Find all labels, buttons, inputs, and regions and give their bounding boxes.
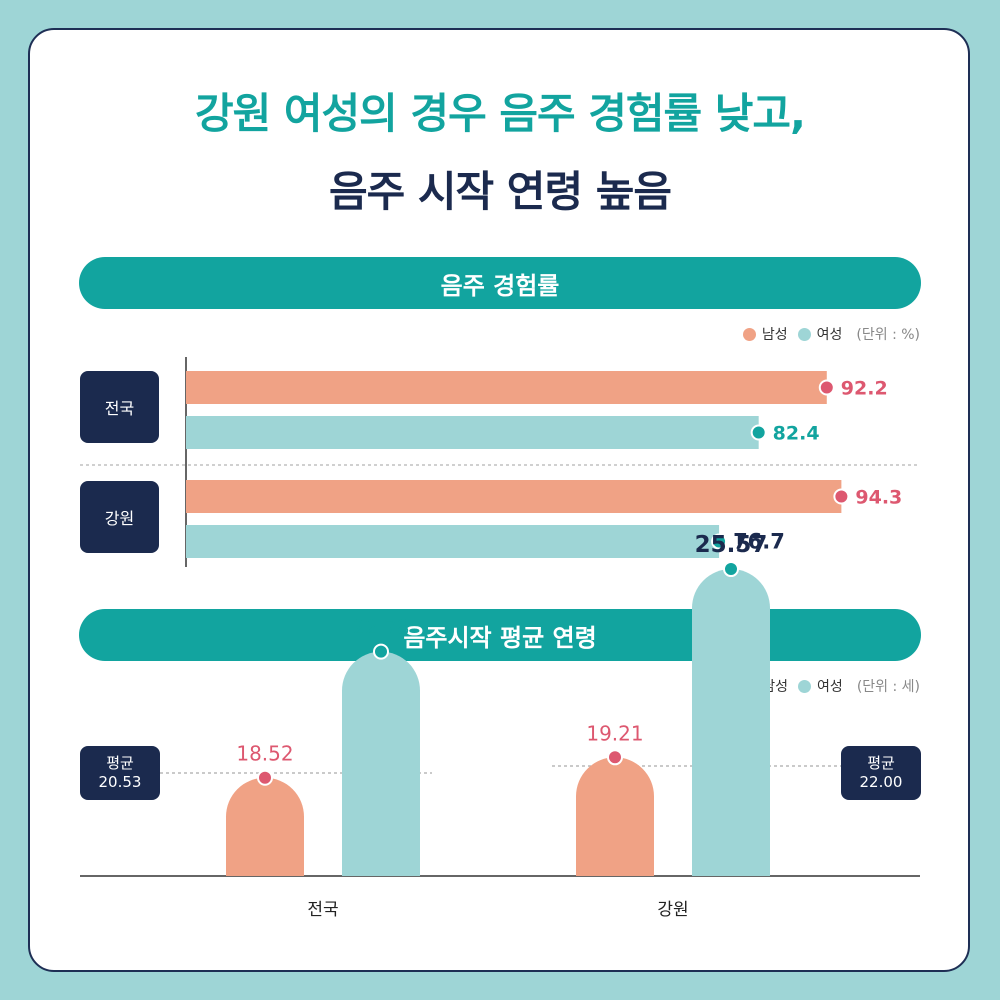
headline-line-1: 강원 여성의 경우 음주 경험률 낮고, xyxy=(194,89,806,138)
section-header-start-age: 음주시작 평균 연령 xyxy=(79,609,921,661)
legend-female-label: 여성 xyxy=(817,679,843,695)
data-label: 82.4 xyxy=(773,423,820,445)
bar-male xyxy=(186,480,842,513)
legend-male-label: 남성 xyxy=(761,327,788,343)
region-label-text: 강원 xyxy=(104,509,135,528)
data-label: 19.21 xyxy=(586,721,643,745)
category-label: 강원 xyxy=(657,900,688,920)
female-legend-dot-icon xyxy=(797,327,811,341)
region-label-text: 전국 xyxy=(104,399,135,418)
average-badge-gangwon: 평균 22.00 xyxy=(841,746,921,800)
bar-top-dot-icon xyxy=(373,643,389,660)
bar-top-dot-icon xyxy=(607,749,623,766)
bar-top-dot-icon xyxy=(257,769,273,786)
bar-female xyxy=(342,651,420,876)
bar-end-dot-icon xyxy=(711,533,728,550)
bar-female xyxy=(186,525,720,558)
unit-label-percent: (단위 : %) xyxy=(856,327,920,343)
region-label-nationwide: 전국 xyxy=(80,371,159,443)
average-badge-nationwide: 평균 20.53 xyxy=(80,746,160,800)
average-value: 22.00 xyxy=(859,773,903,791)
average-label: 평균 xyxy=(867,754,895,772)
bar-female xyxy=(186,416,759,449)
bar-end-dot-icon xyxy=(833,488,850,505)
section-title-start-age: 음주시작 평균 연령 xyxy=(403,623,597,652)
category-label: 전국 xyxy=(307,900,338,920)
bar-male xyxy=(226,777,304,876)
region-label-gangwon: 강원 xyxy=(80,481,159,553)
data-label: 76.7 xyxy=(733,530,785,554)
data-label: 92.2 xyxy=(841,378,888,400)
data-label: 25.57 xyxy=(695,532,768,558)
bar-end-dot-icon xyxy=(750,424,767,441)
male-legend-dot-icon xyxy=(742,327,756,341)
female-legend-dot-icon xyxy=(798,679,812,693)
section-title-drinking-rate: 음주 경험률 xyxy=(440,271,560,300)
bar-male xyxy=(576,757,654,876)
data-label: 18.52 xyxy=(236,742,293,766)
section-header-drinking-rate: 음주 경험률 xyxy=(79,257,921,309)
bar-female xyxy=(692,569,770,876)
average-label: 평균 xyxy=(106,754,134,772)
data-label: 22.78 xyxy=(352,616,409,640)
bar-top-dot-icon xyxy=(723,561,739,578)
legend-drinking-rate: 남성 여성 (단위 : %) xyxy=(742,324,920,344)
unit-label-age: (단위 : 세) xyxy=(856,679,920,695)
legend-female-label: 여성 xyxy=(816,327,843,343)
headline-line-2: 음주 시작 연령 높음 xyxy=(329,167,672,216)
data-label: 94.3 xyxy=(855,487,902,509)
bar-end-dot-icon xyxy=(818,379,835,396)
average-value: 20.53 xyxy=(98,773,142,791)
bar-male xyxy=(186,371,827,404)
